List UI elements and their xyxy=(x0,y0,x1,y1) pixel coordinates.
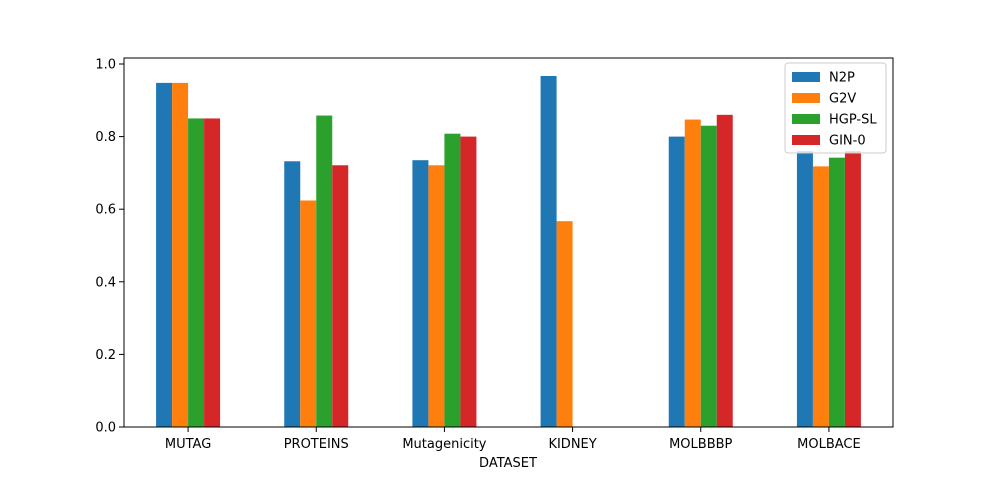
bar-gin-0 xyxy=(332,165,349,428)
legend-swatch xyxy=(792,72,820,82)
bar-hgp-sl xyxy=(700,125,717,428)
bar-gin-0 xyxy=(716,114,733,427)
legend-swatch xyxy=(792,93,820,103)
bar-gin-0 xyxy=(844,151,861,427)
y-tick-label: 0.6 xyxy=(95,203,116,218)
bar-n2p xyxy=(156,82,173,427)
legend-box xyxy=(784,62,887,154)
legend-label: GIN-0 xyxy=(829,134,866,149)
bar-n2p xyxy=(796,151,813,427)
bar-g2v xyxy=(428,165,445,428)
legend-label: HGP-SL xyxy=(829,113,877,128)
y-tick-label: 0.8 xyxy=(95,130,116,145)
y-axis: 0.0 0.2 0.4 0.6 0.8 1.0 xyxy=(95,58,124,436)
legend-swatch xyxy=(792,135,820,145)
x-axis: MUTAG PROTEINS Mutagenicity KIDNEY MOLBBBP MO… xyxy=(165,427,861,452)
bar-hgp-sl xyxy=(316,115,333,428)
x-tick-label: KIDNEY xyxy=(548,437,596,452)
x-axis-label: DATASET xyxy=(479,456,537,471)
y-tick-label: 0.0 xyxy=(95,421,116,436)
plot-frame xyxy=(123,57,894,428)
y-tick-label: 0.2 xyxy=(95,348,116,363)
bar-n2p xyxy=(540,75,557,427)
bar-n2p xyxy=(284,161,301,427)
bar-hgp-sl xyxy=(188,118,205,427)
legend-swatch xyxy=(792,114,820,124)
bar-n2p xyxy=(412,160,429,427)
y-tick-label: 1.0 xyxy=(95,58,116,73)
x-tick-label: MOLBBBP xyxy=(669,437,732,452)
bar-g2v xyxy=(172,82,189,427)
bar-g2v xyxy=(684,119,701,427)
bar-hgp-sl xyxy=(444,133,461,428)
legend-label: G2V xyxy=(829,92,856,107)
legend: N2P G2V HGP-SL GIN-0 xyxy=(784,62,887,154)
bar-gin-0 xyxy=(460,136,477,427)
x-tick-label: MOLBACE xyxy=(797,437,861,452)
legend-label: N2P xyxy=(829,71,855,86)
x-tick-label: MUTAG xyxy=(165,437,211,452)
bar-g2v xyxy=(300,200,317,427)
x-tick-label: Mutagenicity xyxy=(402,437,486,452)
bar-g2v xyxy=(556,221,573,427)
bar-g2v xyxy=(812,166,829,427)
bar-n2p xyxy=(668,136,685,427)
bars-layer xyxy=(156,75,861,428)
bar-hgp-sl xyxy=(828,157,845,428)
bar-gin-0 xyxy=(204,118,221,427)
y-tick-label: 0.4 xyxy=(95,275,116,290)
x-tick-label: PROTEINS xyxy=(284,437,349,452)
